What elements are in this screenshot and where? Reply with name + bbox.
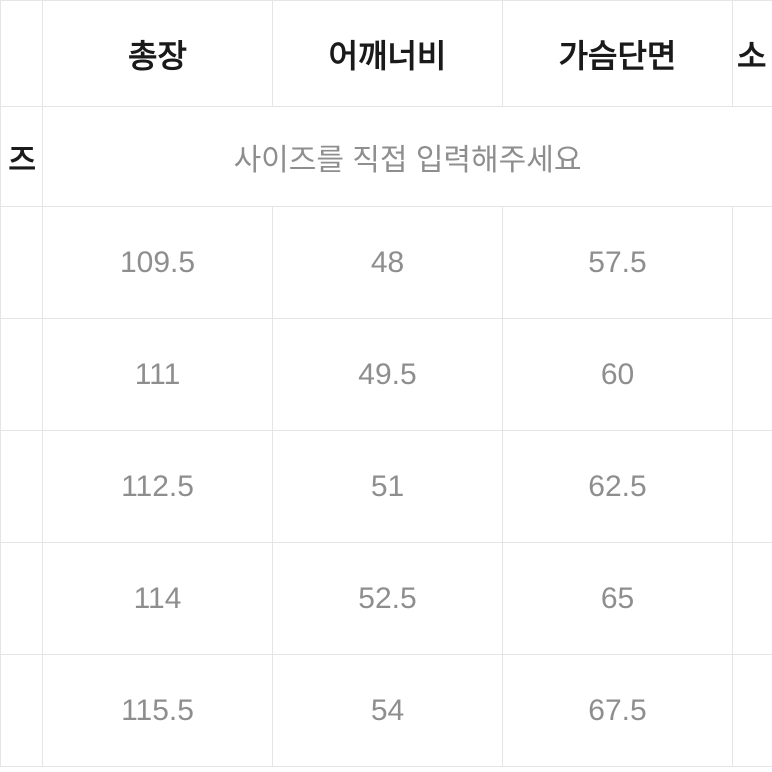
cell-col2: 51 <box>273 431 503 543</box>
cell-col2: 54 <box>273 655 503 767</box>
table-row: 115.5 54 67.5 <box>1 655 772 767</box>
cell-col3: 57.5 <box>503 207 733 319</box>
cell-col4 <box>733 543 772 655</box>
header-col1: 총장 <box>43 1 273 107</box>
input-prompt-cell[interactable]: 사이즈를 직접 입력해주세요 <box>43 107 772 207</box>
table-row: 114 52.5 65 <box>1 543 772 655</box>
cell-col3: 67.5 <box>503 655 733 767</box>
table-row: 112.5 51 62.5 <box>1 431 772 543</box>
cell-col2: 49.5 <box>273 319 503 431</box>
row-label-cell: 즈 <box>1 107 43 207</box>
cell-col4 <box>733 319 772 431</box>
cell-col4 <box>733 655 772 767</box>
table-row: 109.5 48 57.5 <box>1 207 772 319</box>
table-row: 111 49.5 60 <box>1 319 772 431</box>
input-prompt-text: 사이즈를 직접 입력해주세요 <box>234 144 582 177</box>
cell-col3: 62.5 <box>503 431 733 543</box>
row-label-cell <box>1 207 43 319</box>
table-header-row: 총장 어깨너비 가슴단면 소 <box>1 1 772 107</box>
cell-col1: 115.5 <box>43 655 273 767</box>
size-table-container: 총장 어깨너비 가슴단면 소 즈 사이즈를 직접 입력해주세요 109.5 48… <box>0 0 772 772</box>
header-col3: 가슴단면 <box>503 1 733 107</box>
header-col4-partial: 소 <box>733 1 772 107</box>
size-table: 총장 어깨너비 가슴단면 소 즈 사이즈를 직접 입력해주세요 109.5 48… <box>0 0 772 767</box>
row-label-cell <box>1 431 43 543</box>
row-label-cell <box>1 655 43 767</box>
cell-col4 <box>733 431 772 543</box>
cell-col3: 60 <box>503 319 733 431</box>
cell-col1: 111 <box>43 319 273 431</box>
cell-col1: 114 <box>43 543 273 655</box>
cell-col4 <box>733 207 772 319</box>
header-label-cell <box>1 1 43 107</box>
cell-col3: 65 <box>503 543 733 655</box>
input-prompt-row: 즈 사이즈를 직접 입력해주세요 <box>1 107 772 207</box>
row-label-cell <box>1 543 43 655</box>
cell-col1: 109.5 <box>43 207 273 319</box>
cell-col2: 52.5 <box>273 543 503 655</box>
header-col2: 어깨너비 <box>273 1 503 107</box>
cell-col2: 48 <box>273 207 503 319</box>
row-label-cell <box>1 319 43 431</box>
cell-col1: 112.5 <box>43 431 273 543</box>
